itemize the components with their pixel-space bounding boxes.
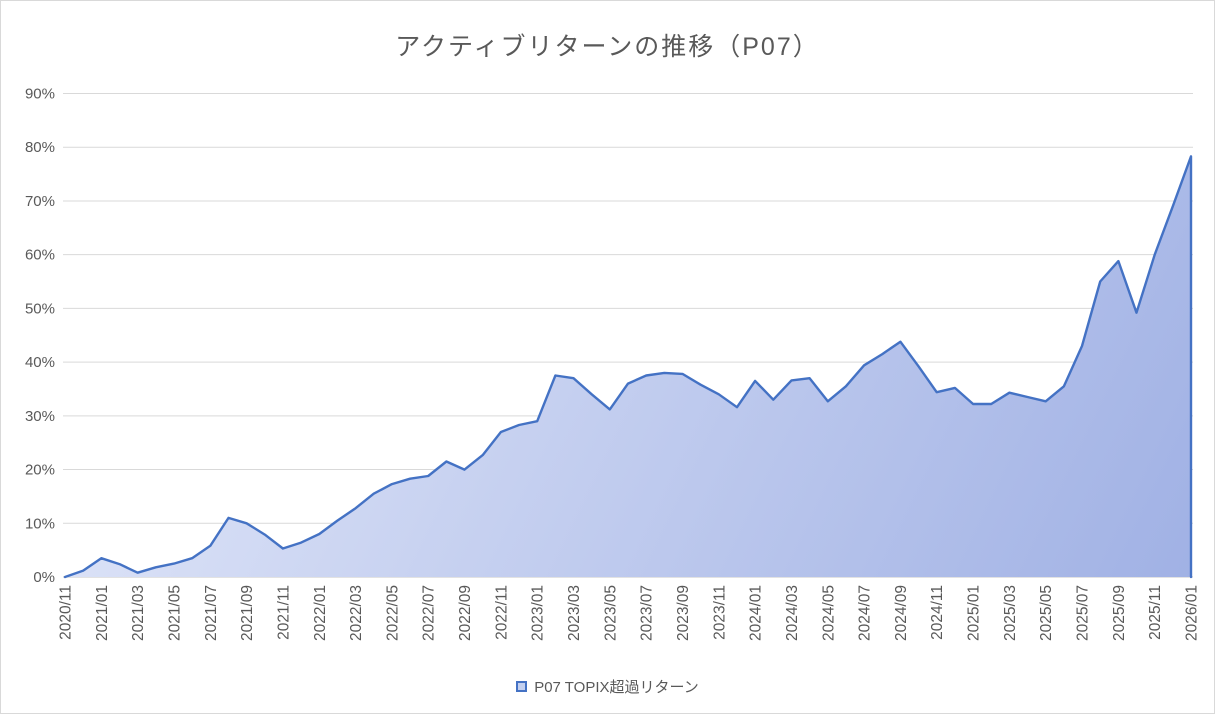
x-tick-label: 2025/07 (1075, 585, 1092, 641)
x-tick-label: 2022/09 (457, 585, 474, 641)
x-tick-label: 2024/03 (784, 585, 801, 641)
x-tick-label: 2023/09 (675, 585, 692, 641)
x-tick-label: 2024/07 (857, 585, 874, 641)
x-tick-label: 2022/11 (493, 585, 510, 640)
x-tick-label: 2024/05 (820, 585, 837, 641)
x-tick-label: 2024/11 (929, 585, 946, 640)
x-tick-label: 2022/07 (421, 585, 438, 641)
x-tick-label: 2023/01 (530, 585, 547, 641)
legend: P07 TOPIX超過リターン (1, 676, 1214, 697)
x-tick-label: 2021/05 (166, 585, 183, 641)
x-tick-label: 2023/07 (639, 585, 656, 641)
x-tick-label: 2021/11 (275, 585, 292, 640)
x-tick-label: 2022/01 (312, 585, 329, 641)
y-tick-label: 50% (25, 300, 55, 317)
x-tick-label: 2024/01 (748, 585, 765, 641)
chart-title: アクティブリターンの推移（P07） (395, 33, 820, 61)
legend-swatch-icon (516, 681, 528, 692)
x-tick-label: 2024/09 (893, 585, 910, 641)
x-tick-label: 2021/03 (130, 585, 147, 641)
x-tick-label: 2025/01 (966, 585, 983, 641)
y-tick-label: 90% (25, 86, 55, 103)
y-tick-label: 60% (25, 247, 55, 264)
y-tick-label: 40% (25, 354, 55, 371)
x-tick-label: 2022/03 (348, 585, 365, 641)
series-line (63, 155, 1193, 579)
x-tick-label: 2023/05 (602, 585, 619, 641)
y-tick-label: 20% (25, 462, 55, 479)
x-tick-label: 2023/03 (566, 585, 583, 641)
x-tick-label: 2022/05 (384, 585, 401, 641)
legend-series-label: P07 TOPIX超過リターン (534, 679, 699, 696)
y-tick-label: 70% (25, 193, 55, 210)
x-tick-label: 2021/09 (239, 585, 256, 641)
x-tick-label: 2025/05 (1038, 585, 1055, 641)
x-tick-label: 2021/01 (94, 585, 111, 641)
x-tick-label: 2021/07 (203, 585, 220, 641)
area-series-fill (65, 156, 1191, 577)
x-tick-label: 2026/01 (1184, 585, 1201, 641)
x-tick-label: 2025/09 (1111, 585, 1128, 641)
x-tick-label: 2025/11 (1147, 585, 1164, 640)
y-tick-label: 30% (25, 408, 55, 425)
y-tick-label: 10% (25, 515, 55, 532)
x-tick-label: 2020/11 (58, 585, 75, 640)
x-tick-label: 2023/11 (711, 585, 728, 640)
y-tick-label: 80% (25, 139, 55, 156)
y-tick-label: 0% (33, 569, 55, 586)
x-tick-label: 2025/03 (1002, 585, 1019, 641)
